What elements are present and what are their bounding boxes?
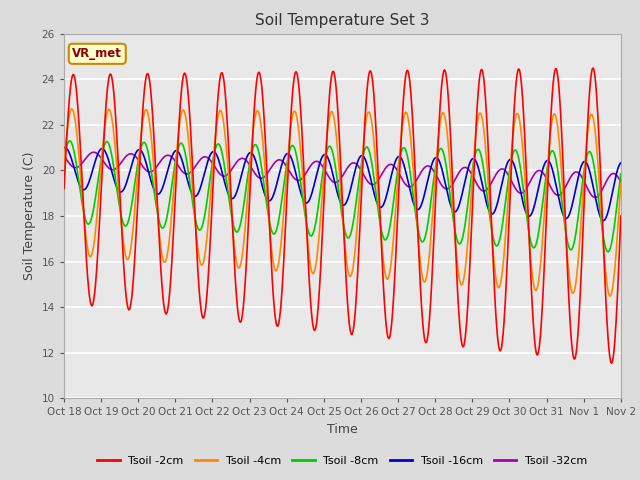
X-axis label: Time: Time: [327, 423, 358, 436]
Title: Soil Temperature Set 3: Soil Temperature Set 3: [255, 13, 429, 28]
Y-axis label: Soil Temperature (C): Soil Temperature (C): [23, 152, 36, 280]
Legend: Tsoil -2cm, Tsoil -4cm, Tsoil -8cm, Tsoil -16cm, Tsoil -32cm: Tsoil -2cm, Tsoil -4cm, Tsoil -8cm, Tsoi…: [93, 451, 592, 470]
Text: VR_met: VR_met: [72, 48, 122, 60]
